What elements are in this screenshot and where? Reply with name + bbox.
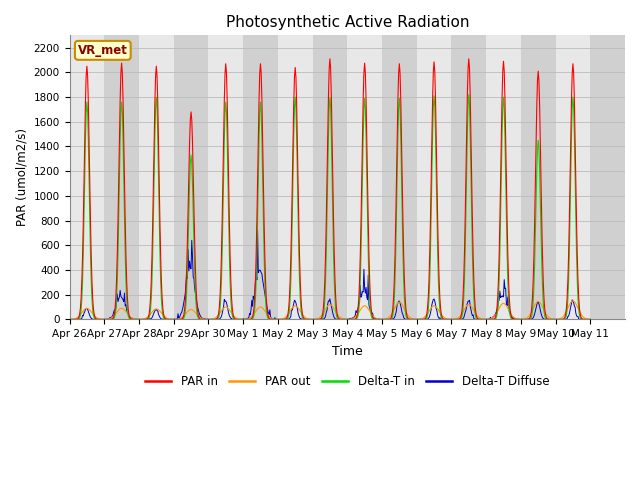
Text: VR_met: VR_met bbox=[78, 44, 128, 57]
Bar bbox=[590, 36, 625, 319]
X-axis label: Time: Time bbox=[332, 345, 363, 358]
Bar bbox=[312, 36, 348, 319]
Bar bbox=[104, 36, 139, 319]
Bar bbox=[348, 36, 382, 319]
Bar bbox=[382, 36, 417, 319]
Bar bbox=[70, 36, 104, 319]
Bar bbox=[417, 36, 451, 319]
Bar bbox=[556, 36, 590, 319]
Title: Photosynthetic Active Radiation: Photosynthetic Active Radiation bbox=[225, 15, 469, 30]
Legend: PAR in, PAR out, Delta-T in, Delta-T Diffuse: PAR in, PAR out, Delta-T in, Delta-T Dif… bbox=[141, 371, 554, 393]
Bar bbox=[521, 36, 556, 319]
Bar bbox=[486, 36, 521, 319]
Bar bbox=[451, 36, 486, 319]
Bar bbox=[173, 36, 209, 319]
Bar bbox=[209, 36, 243, 319]
Bar bbox=[625, 36, 640, 319]
Bar bbox=[139, 36, 173, 319]
Bar bbox=[243, 36, 278, 319]
Y-axis label: PAR (umol/m2/s): PAR (umol/m2/s) bbox=[15, 128, 28, 227]
Bar bbox=[278, 36, 312, 319]
